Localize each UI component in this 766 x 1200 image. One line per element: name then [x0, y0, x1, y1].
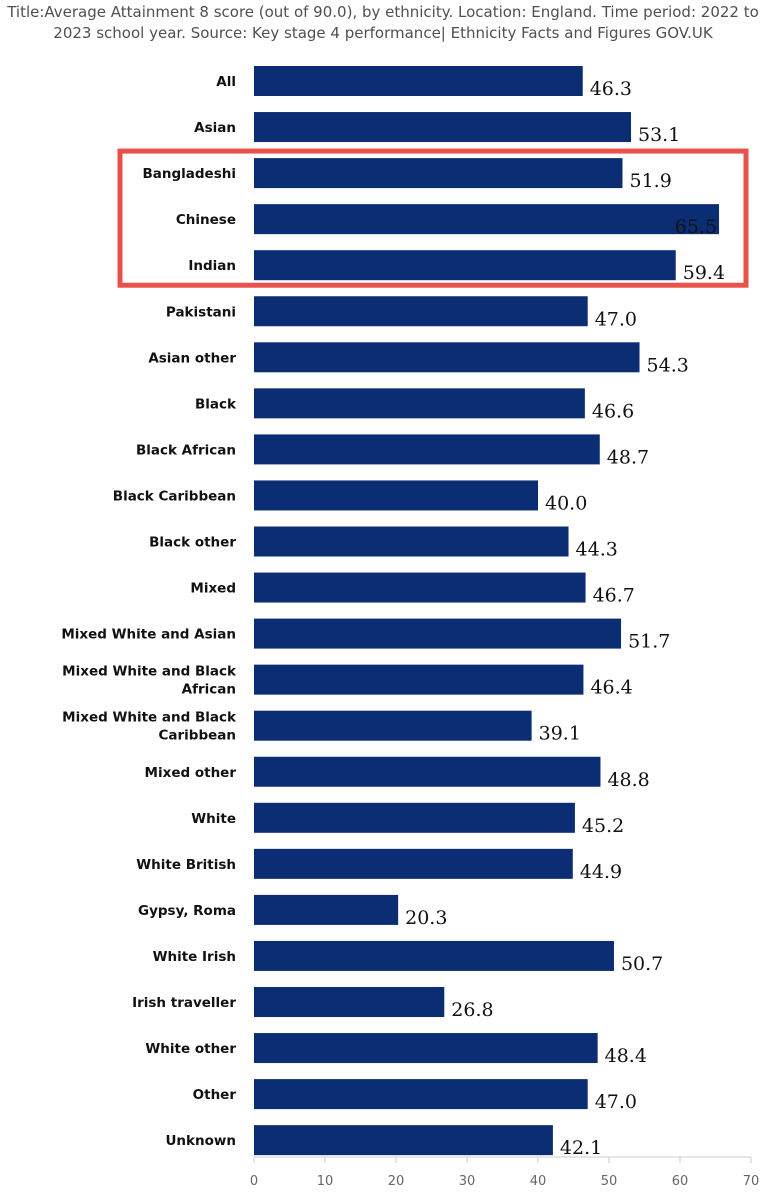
x-tick-label: 30 — [459, 1174, 476, 1189]
category-label: Mixed White and Asian — [61, 627, 236, 643]
value-label: 47.0 — [595, 308, 637, 330]
category-label: Mixed White and Black African — [62, 664, 237, 698]
value-label: 53.1 — [638, 124, 680, 146]
category-label: White — [191, 811, 236, 827]
chart-title-line-2: 2023 school year. Source: Key stage 4 pe… — [53, 24, 713, 42]
value-label: 48.8 — [607, 769, 649, 791]
value-label: 44.3 — [576, 539, 618, 561]
category-label: Bangladeshi — [142, 166, 236, 182]
value-label: 51.7 — [628, 631, 670, 653]
bar — [254, 1033, 598, 1064]
bar — [254, 296, 588, 327]
bar — [254, 1125, 553, 1156]
x-tick-label: 40 — [530, 1174, 547, 1189]
value-label: 46.3 — [590, 78, 632, 100]
bar — [254, 1079, 588, 1110]
bar — [254, 342, 640, 373]
bar — [254, 250, 676, 281]
value-label: 45.2 — [582, 815, 624, 837]
x-tick-label: 20 — [388, 1174, 405, 1189]
category-label: Black Caribbean — [113, 488, 236, 504]
value-label: 51.9 — [629, 170, 671, 192]
highlight-box — [117, 148, 749, 288]
value-label: 54.3 — [647, 354, 689, 376]
value-label: 46.6 — [592, 400, 634, 422]
category-label: White British — [136, 857, 236, 873]
category-label: Black African — [136, 442, 236, 458]
bar — [254, 710, 532, 741]
value-label: 65.5 — [675, 216, 717, 238]
category-label: Pakistani — [166, 304, 236, 320]
value-label: 48.7 — [607, 446, 649, 468]
value-label: 42.1 — [560, 1137, 602, 1159]
value-label: 59.4 — [683, 262, 725, 284]
bar — [254, 664, 584, 695]
bar — [254, 158, 623, 189]
category-label: Mixed other — [145, 765, 237, 781]
bar — [254, 66, 583, 96]
category-label: Black other — [149, 535, 236, 551]
bar — [254, 756, 601, 787]
category-label: Other — [193, 1087, 237, 1103]
category-label: Black — [195, 396, 237, 412]
bar — [254, 526, 569, 557]
bar — [254, 388, 585, 419]
category-label: White Irish — [153, 949, 236, 965]
bar — [254, 204, 720, 235]
value-label: 26.8 — [451, 999, 493, 1021]
category-label: White other — [145, 1041, 236, 1057]
bar — [254, 848, 573, 879]
category-label: Unknown — [165, 1133, 236, 1149]
category-label: Asian — [194, 120, 236, 136]
category-label: Chinese — [176, 212, 236, 228]
value-label: 50.7 — [621, 953, 663, 975]
category-label: All — [216, 74, 236, 90]
x-tick-label: 10 — [317, 1174, 334, 1189]
x-tick-label: 70 — [743, 1174, 760, 1189]
x-tick-label: 0 — [250, 1174, 258, 1189]
bar — [254, 894, 399, 925]
bar — [254, 802, 575, 833]
category-label: Indian — [188, 258, 236, 274]
bar — [254, 572, 586, 603]
value-label: 40.0 — [545, 492, 587, 514]
value-label: 39.1 — [539, 723, 581, 745]
bar — [254, 112, 632, 143]
bar — [254, 434, 600, 465]
category-label: Asian other — [148, 350, 236, 366]
value-label: 48.4 — [605, 1045, 647, 1067]
bar — [254, 480, 538, 511]
category-label: Mixed White and Black Caribbean — [62, 710, 237, 744]
chart-title-line-1: Title:Average Attainment 8 score (out of… — [7, 3, 759, 21]
bar — [254, 987, 445, 1017]
category-label: Irish traveller — [132, 995, 236, 1011]
value-label: 46.7 — [593, 585, 635, 607]
chart-title: Title:Average Attainment 8 score (out of… — [0, 2, 766, 44]
value-label: 47.0 — [595, 1091, 637, 1113]
bar — [254, 618, 622, 649]
x-tick-label: 50 — [601, 1174, 618, 1189]
bar — [254, 940, 614, 971]
x-tick-label: 60 — [672, 1174, 689, 1189]
category-label: Mixed — [190, 581, 236, 597]
category-label: Gypsy, Roma — [138, 903, 236, 919]
value-label: 46.4 — [590, 677, 632, 699]
value-label: 44.9 — [580, 861, 622, 883]
value-label: 20.3 — [405, 907, 447, 929]
